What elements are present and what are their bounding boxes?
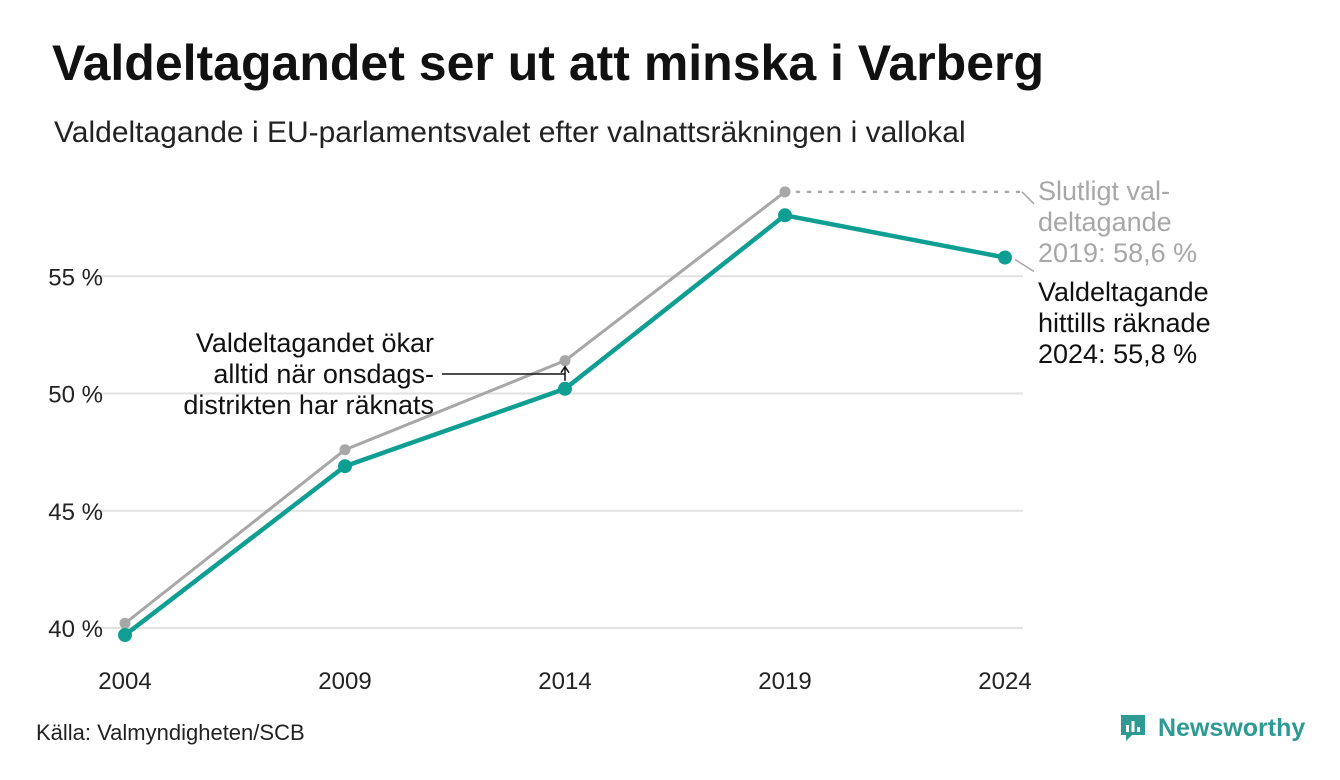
note-label: distrikten har räknats <box>183 390 434 420</box>
final-turnout-point <box>559 355 571 367</box>
election-night-turnout-point <box>338 459 352 474</box>
x-tick-label: 2019 <box>758 668 811 695</box>
source-note: Källa: Valmyndigheten/SCB <box>36 720 305 745</box>
election-night-turnout-point <box>998 250 1012 265</box>
brand-name: Newsworthy <box>1158 713 1306 742</box>
final-turnout-point <box>119 617 131 629</box>
series-points <box>118 186 1012 643</box>
current-turnout-label: 2024: 55,8 % <box>1038 339 1197 369</box>
note-label: Valdeltagandet ökar <box>196 328 434 358</box>
y-tick-label: 55 % <box>48 264 103 291</box>
chart-title: Valdeltagandet ser ut att minska i Varbe… <box>52 35 1045 91</box>
final-label-leader <box>1021 191 1035 205</box>
x-tick-label: 2024 <box>978 668 1031 695</box>
y-tick-label: 50 % <box>48 382 103 409</box>
final-turnout-label: deltagande <box>1038 207 1172 237</box>
x-tick-label: 2004 <box>98 668 151 695</box>
current-turnout-label: Valdeltagande <box>1038 277 1209 307</box>
x-tick-label: 2014 <box>538 668 591 695</box>
y-tick-label: 40 % <box>48 616 103 643</box>
x-axis-ticks: 2004 2009 2014 2019 2024 <box>98 668 1031 695</box>
final-turnout-point <box>339 444 351 456</box>
current-label-leader <box>1014 258 1035 273</box>
election-night-turnout-point <box>558 381 572 396</box>
line-chart: 40 % 45 % 50 % 55 % 2004 2009 2014 2019 2024 Sl… <box>48 176 1210 695</box>
y-axis-ticks: 40 % 45 % 50 % 55 % <box>48 264 103 643</box>
grid-lines <box>95 275 1023 629</box>
election-night-turnout-line <box>123 213 1006 637</box>
current-turnout-label: hittills räknade <box>1038 308 1211 338</box>
final-turnout-line <box>124 190 786 625</box>
x-tick-label: 2009 <box>318 668 371 695</box>
final-turnout-point <box>779 186 791 198</box>
y-tick-label: 45 % <box>48 499 103 526</box>
final-turnout-label: Slutligt val- <box>1038 176 1170 206</box>
note-label: alltid när onsdags- <box>213 359 434 389</box>
chart-subtitle: Valdeltagande i EU-parlamentsvalet efter… <box>54 116 966 149</box>
note-arrow-head <box>560 365 570 374</box>
election-night-turnout-point <box>118 628 132 643</box>
final-turnout-label: 2019: 58,6 % <box>1038 238 1197 268</box>
newsworthy-logo-icon <box>1121 715 1145 741</box>
election-night-turnout-point <box>778 208 792 223</box>
brand-logo: Newsworthy <box>1118 712 1305 744</box>
